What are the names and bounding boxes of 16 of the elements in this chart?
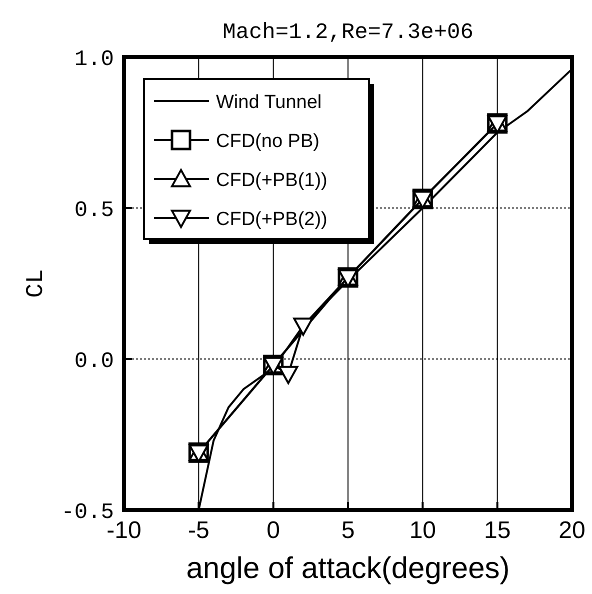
legend-label: CFD(+PB(2))	[216, 209, 328, 230]
x-tick-label: 10	[409, 517, 436, 544]
x-axis-title: angle of attack(degrees)	[186, 552, 510, 585]
legend-label: Wind Tunnel	[216, 92, 322, 113]
x-tick-label: -5	[188, 517, 210, 544]
x-tick-label: 0	[266, 517, 280, 544]
legend-label: CFD(no PB)	[216, 131, 320, 152]
x-tick-label: 15	[484, 517, 511, 544]
y-tick-label: 1.0	[74, 47, 114, 72]
y-axis-title: CL	[23, 269, 50, 298]
y-tick-label: 0.5	[74, 198, 114, 223]
x-tick-label: 5	[341, 517, 355, 544]
x-tick-label: 20	[558, 517, 586, 544]
y-tick-label: 0.0	[74, 349, 114, 374]
chart-title: Mach=1.2,Re=7.3e+06	[222, 20, 474, 45]
legend-label: CFD(+PB(1))	[216, 170, 328, 191]
